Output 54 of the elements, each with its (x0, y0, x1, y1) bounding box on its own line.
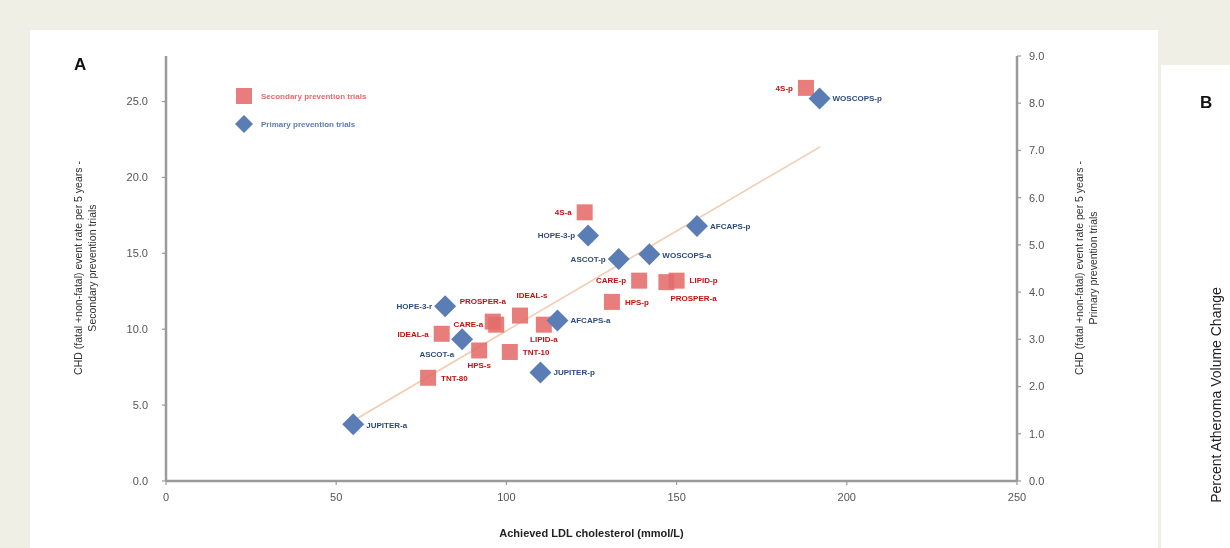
chart-title: A (74, 55, 87, 74)
annotation: CARE-a (453, 320, 484, 330)
x-tick-label: 150 (667, 491, 686, 503)
annotation: CARE-p (595, 276, 627, 286)
x-axis-title: Achieved LDL cholesterol (mmol/L) (499, 527, 685, 539)
annotation: ASCOT-p (570, 255, 606, 265)
y-tick-label: 10.0 (126, 323, 148, 336)
y2-tick-label: 3.0 (1029, 333, 1045, 346)
y-axis-title: CHD (fatal +non-fatal) event rate per 5 years - Secondary prevention trials (72, 160, 99, 375)
annotation: PROSPER-a (670, 293, 718, 303)
annotation: HPS-s (467, 361, 492, 371)
legend-label: Primary prevention trials (261, 119, 356, 129)
annotation: JUPITER-a (366, 420, 408, 430)
annotation: 4S-a (554, 208, 573, 218)
annotation: HPS-p (624, 297, 650, 307)
y-tick-label: 25.0 (126, 95, 148, 108)
y2-tick-label: 4.0 (1029, 285, 1045, 298)
annotation: AFCAPS-p (710, 221, 751, 231)
annotation: JUPITER-p (553, 367, 595, 377)
annotation: TNT-10 (522, 347, 551, 357)
annotation: IDEAL-s (516, 291, 549, 301)
annotation: WOSCOPS-p (832, 94, 883, 104)
x-tick-label: 250 (1007, 491, 1027, 503)
y2-tick-label: 6.0 (1029, 191, 1045, 204)
annotation: PROSPER-a (459, 297, 507, 307)
y2-tick-label: 5.0 (1029, 238, 1045, 251)
y2-tick-label: 8.0 (1029, 97, 1045, 110)
y-tick-label: 0.0 (132, 474, 148, 487)
y2-tick-label: 2.0 (1029, 380, 1045, 393)
annotation: HOPE-3-p (537, 230, 576, 240)
x-tick-label: 100 (497, 491, 516, 503)
y2-tick-label: 7.0 (1029, 144, 1045, 157)
y-tick-label: 5.0 (132, 398, 148, 411)
y2-axis-title: CHD (fatal +non-fatal) event rate per 5 years - Primary prevention trials (1073, 160, 1100, 375)
y-tick-label: 15.0 (126, 247, 148, 260)
y2-tick-label: 1.0 (1029, 427, 1045, 440)
x-tick-label: 50 (330, 491, 343, 503)
annotation: TNT-80 (441, 373, 469, 383)
y-tick-label: 20.0 (126, 171, 148, 184)
annotation: LIPID-p (689, 276, 718, 286)
annotation: IDEAL-a (397, 329, 430, 339)
annotation: WOSCOPS-a (662, 250, 712, 260)
annotation: LIPID-a (530, 335, 559, 345)
text: Percent Atheroma Volume Change (1208, 287, 1224, 503)
y2-tick-label: 0.0 (1029, 474, 1045, 487)
annotation: 4S-p (775, 83, 794, 93)
annotation: ASCOT-a (419, 349, 455, 359)
annotation: AFCAPS-a (570, 315, 612, 325)
x-tick-label: 200 (837, 491, 856, 503)
y2-tick-label: 9.0 (1029, 49, 1045, 62)
text: B (1200, 93, 1213, 112)
annotation: HOPE-3-r (396, 302, 433, 312)
x-tick-label: 0 (162, 491, 170, 503)
legend-label: Secondary prevention trials (261, 91, 367, 101)
